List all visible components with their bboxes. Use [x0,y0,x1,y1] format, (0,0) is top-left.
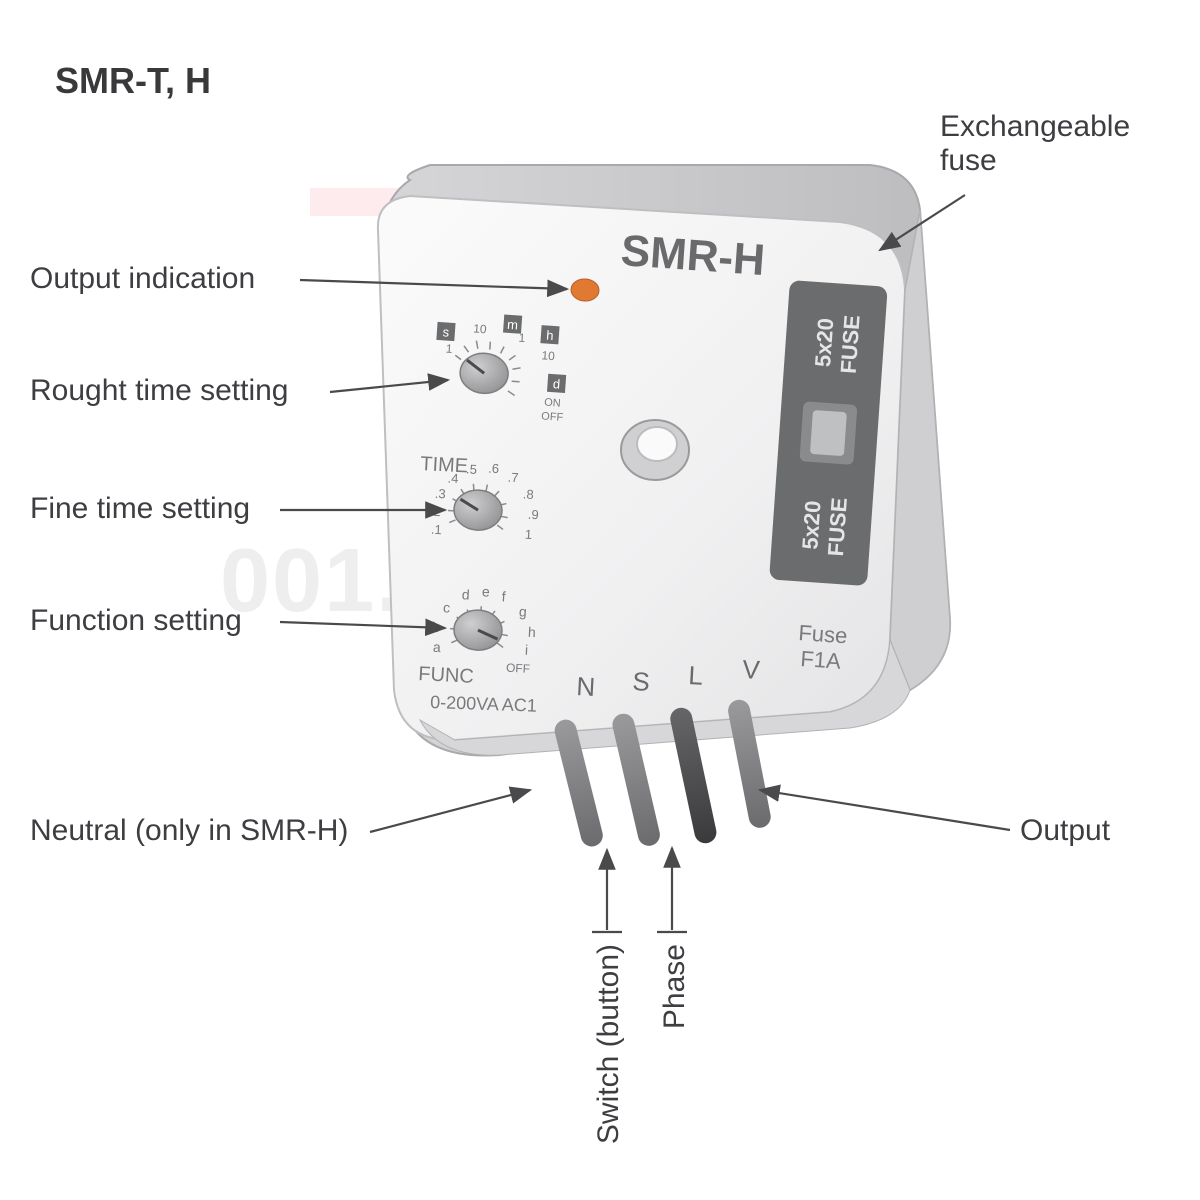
svg-text:a: a [433,639,442,655]
callout-phase: Phase [658,944,692,1029]
svg-text:0-200VA AC1: 0-200VA AC1 [430,692,537,716]
terminal-S [610,712,662,848]
svg-text:FUNC: FUNC [418,663,475,688]
svg-text:Fuse: Fuse [798,620,849,648]
diagram-title: SMR-T, H [55,60,211,102]
model-label: SMR-H [619,226,766,285]
terminal-L [668,706,718,846]
svg-text:h: h [546,328,554,343]
svg-text:TIME: TIME [420,453,469,477]
callout-fine-time: Fine time setting [30,492,250,526]
svg-text:L: L [688,660,704,691]
svg-text:.3: .3 [434,486,446,502]
callout-function: Function setting [30,604,242,638]
svg-text:N: N [576,671,596,702]
callout-switch: Switch (button) [592,944,626,1144]
svg-text:m: m [507,317,519,333]
svg-text:F1A: F1A [800,646,842,674]
svg-text:.9: .9 [527,507,539,523]
svg-text:5x20: 5x20 [797,500,825,551]
svg-text:.8: .8 [523,486,535,502]
svg-text:OFF: OFF [541,410,564,424]
svg-text:.5: .5 [466,461,478,477]
callout-fuse: Exchangeable fuse [940,110,1130,178]
svg-text:.7: .7 [507,470,519,486]
svg-text:10: 10 [541,348,556,363]
callout-output: Output [1020,814,1110,848]
terminal-V [726,698,772,830]
svg-text:.6: .6 [488,461,500,477]
terminal-N [552,717,605,848]
svg-text:FUSE: FUSE [823,497,852,557]
svg-text:s: s [442,324,450,339]
diagram-canvas: SMR-T, H 001.com.u [0,0,1200,1200]
svg-text:FUSE: FUSE [836,314,865,374]
pink-strip [310,188,680,216]
svg-text:5x20: 5x20 [810,317,838,368]
svg-text:1: 1 [445,342,453,356]
svg-text:10: 10 [473,321,488,336]
callout-output-indication: Output indication [30,262,255,296]
watermark: 001.com.u [220,530,678,633]
svg-text:1: 1 [518,331,526,345]
callout-neutral: Neutral (only in SMR-H) [30,814,348,848]
svg-text:.2: .2 [429,504,441,520]
svg-text:V: V [742,654,762,685]
svg-text:OFF: OFF [506,661,531,676]
svg-text:i: i [525,642,529,658]
svg-text:S: S [632,666,651,697]
callout-rough-time: Rought time setting [30,374,288,408]
svg-text:d: d [552,376,560,391]
svg-text:.4: .4 [447,470,459,486]
svg-text:ON: ON [544,397,561,410]
